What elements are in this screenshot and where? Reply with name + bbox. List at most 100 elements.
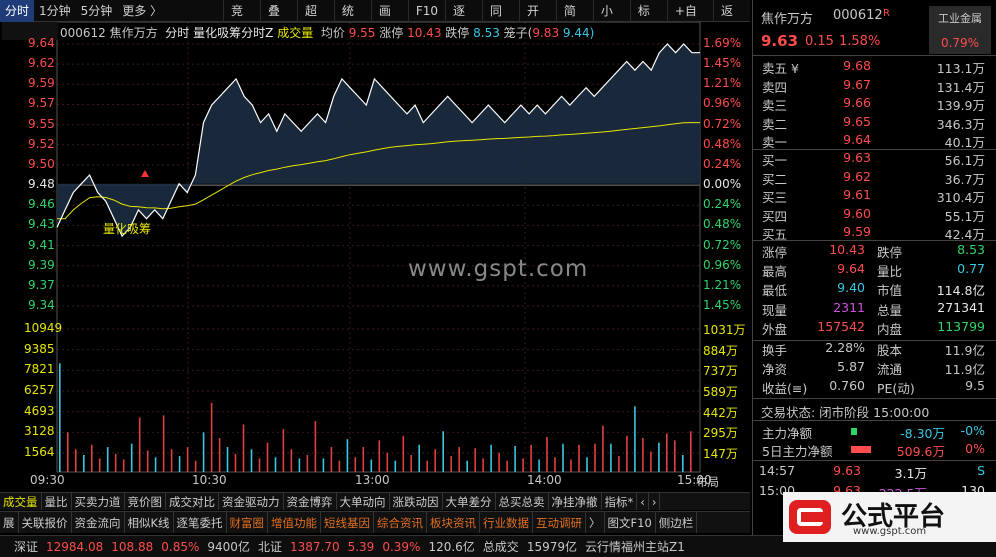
indicator-tab[interactable]: 涨跌动因: [390, 493, 443, 510]
avg-price-line: [57, 122, 700, 220]
volume-bar: [258, 458, 261, 472]
time-tick: 15:00: [677, 473, 712, 487]
stat-value: 114.8亿: [936, 283, 985, 299]
stat-row: 现量 2311 总量 271341: [759, 300, 987, 319]
stat-key: 股本: [877, 343, 903, 358]
bid-row[interactable]: 买二 9.62 36.7万: [759, 169, 987, 188]
bid-row[interactable]: 买三 9.61 310.4万: [759, 187, 987, 206]
function-tab[interactable]: 〉: [586, 512, 605, 533]
indicator-tab[interactable]: ›: [649, 493, 661, 510]
sz-change: 108.88: [111, 539, 154, 554]
tick-time: 14:57: [759, 463, 796, 478]
vol-tick: 6257: [24, 383, 55, 397]
price-tick: 9.64: [28, 36, 55, 50]
flow-pct: -0%: [960, 423, 985, 438]
function-tab[interactable]: 相似K线: [125, 512, 174, 533]
function-tab[interactable]: 短线基因: [321, 512, 375, 533]
sector-box[interactable]: 工业金属 0.79%: [929, 6, 991, 54]
ask-price: 9.65: [843, 113, 871, 129]
price-tick: 9.62: [28, 56, 55, 71]
vol-tick: 10949: [24, 321, 63, 335]
avg-value: 9.55: [348, 26, 376, 40]
indicator-tab[interactable]: 买卖力道: [72, 493, 125, 510]
intraday-chart[interactable]: [0, 21, 750, 492]
ask-row[interactable]: 卖三 9.66 139.9万: [759, 95, 987, 114]
stat-value: 8.53: [957, 242, 985, 257]
function-tab[interactable]: 行业数据: [480, 512, 534, 533]
function-tab[interactable]: 互动调研: [533, 512, 587, 533]
function-tab[interactable]: 关联报价: [19, 512, 72, 533]
indicator-tab[interactable]: 量比: [42, 493, 72, 510]
volume-bar: [346, 439, 349, 472]
function-tab[interactable]: 展: [0, 512, 19, 533]
logo-icon: [789, 500, 831, 534]
volume-bar: [178, 456, 181, 472]
stat-value: 157542: [817, 318, 865, 334]
volume-bar: [330, 447, 333, 472]
indicator-tab[interactable]: 指标*: [602, 493, 638, 510]
function-tab[interactable]: 资金流向: [72, 512, 125, 533]
indicator-tab[interactable]: 大单差分: [443, 493, 496, 510]
period-tab[interactable]: 1分钟: [39, 3, 71, 18]
flow-value: 509.6万: [896, 444, 945, 459]
volume-bar: [218, 438, 221, 472]
pct-tick: 1.45%: [703, 56, 742, 71]
function-tab[interactable]: 增值功能: [268, 512, 322, 533]
ask-price: 9.68: [843, 58, 871, 73]
layout-button[interactable]: 布局: [696, 475, 719, 489]
volume-bar: [370, 459, 373, 472]
function-tab[interactable]: 财富圈: [227, 512, 269, 533]
volume-bar: [338, 460, 341, 472]
indicator-tab[interactable]: 成交量: [0, 493, 42, 510]
indicator-tab[interactable]: 竞价图: [125, 493, 166, 510]
server-site[interactable]: 云行情福州主站Z1: [585, 540, 685, 554]
ask-row[interactable]: 卖五 ¥ 9.68 113.1万: [759, 58, 987, 77]
bid-row[interactable]: 买一 9.63 56.1万: [759, 150, 987, 169]
site-logo: 公式平台 www.gspt.com: [783, 492, 996, 542]
volume-bar: [362, 447, 365, 472]
period-tab[interactable]: 分时: [0, 0, 35, 22]
period-tab[interactable]: 更多 〉: [122, 3, 163, 18]
function-tab[interactable]: 板块资讯: [427, 512, 481, 533]
volume-bar: [138, 417, 141, 472]
bid-row[interactable]: 买五 9.59 42.4万: [759, 224, 987, 243]
indicator-tab[interactable]: ‹: [637, 493, 649, 510]
header-indicator[interactable]: 量化吸筹分时Z: [193, 26, 274, 40]
stat-key: 流通: [877, 362, 903, 378]
price-tick: 9.50: [28, 156, 55, 171]
bid-label: 买一: [762, 153, 788, 168]
price-line: [56, 43, 700, 238]
price-area: [57, 44, 700, 237]
bid-row[interactable]: 买四 9.60 55.1万: [759, 206, 987, 225]
sector-name: 工业金属: [938, 12, 982, 25]
volume-bar: [306, 455, 309, 472]
avg-label: 均价: [320, 26, 345, 40]
indicator-tab[interactable]: 大单动向: [337, 493, 390, 510]
indicator-tab[interactable]: 总买总卖: [496, 493, 549, 510]
indicator-tab[interactable]: 资金博弈: [284, 493, 337, 510]
limit-down-value: 8.53: [473, 26, 500, 40]
stat-value: 9.64: [837, 261, 865, 277]
volume-bar: [83, 455, 85, 472]
volume-bar: [146, 450, 149, 472]
stat-key: PE(动): [877, 381, 915, 397]
pct-tick: 0.24%: [703, 156, 742, 171]
time-tick: 13:00: [355, 473, 390, 487]
function-tab[interactable]: 逐笔委托: [174, 512, 227, 533]
bz-pct: 0.39%: [382, 539, 421, 554]
ask-row[interactable]: 卖一 9.64 40.1万: [759, 132, 987, 151]
indicator-tab[interactable]: 净挂净撤: [549, 493, 602, 510]
period-tab[interactable]: 5分钟: [80, 3, 113, 18]
indicator-tab[interactable]: 资金驱动力: [219, 493, 284, 510]
ask-row[interactable]: 卖四 9.67 131.4万: [759, 77, 987, 96]
volume-bars: [59, 363, 692, 472]
function-tab[interactable]: 图文F10: [605, 512, 656, 533]
function-tab[interactable]: 综合资讯: [374, 512, 428, 533]
function-tab[interactable]: 侧边栏: [656, 512, 698, 533]
limit-down-label: 跌停: [445, 26, 470, 40]
indicator-tab[interactable]: 成交对比: [166, 493, 219, 510]
ask-row[interactable]: 卖二 9.65 346.3万: [759, 114, 987, 133]
header-mode[interactable]: 分时: [165, 26, 190, 40]
bz-value: 1387.70: [289, 539, 340, 554]
volume-bar: [578, 444, 580, 472]
